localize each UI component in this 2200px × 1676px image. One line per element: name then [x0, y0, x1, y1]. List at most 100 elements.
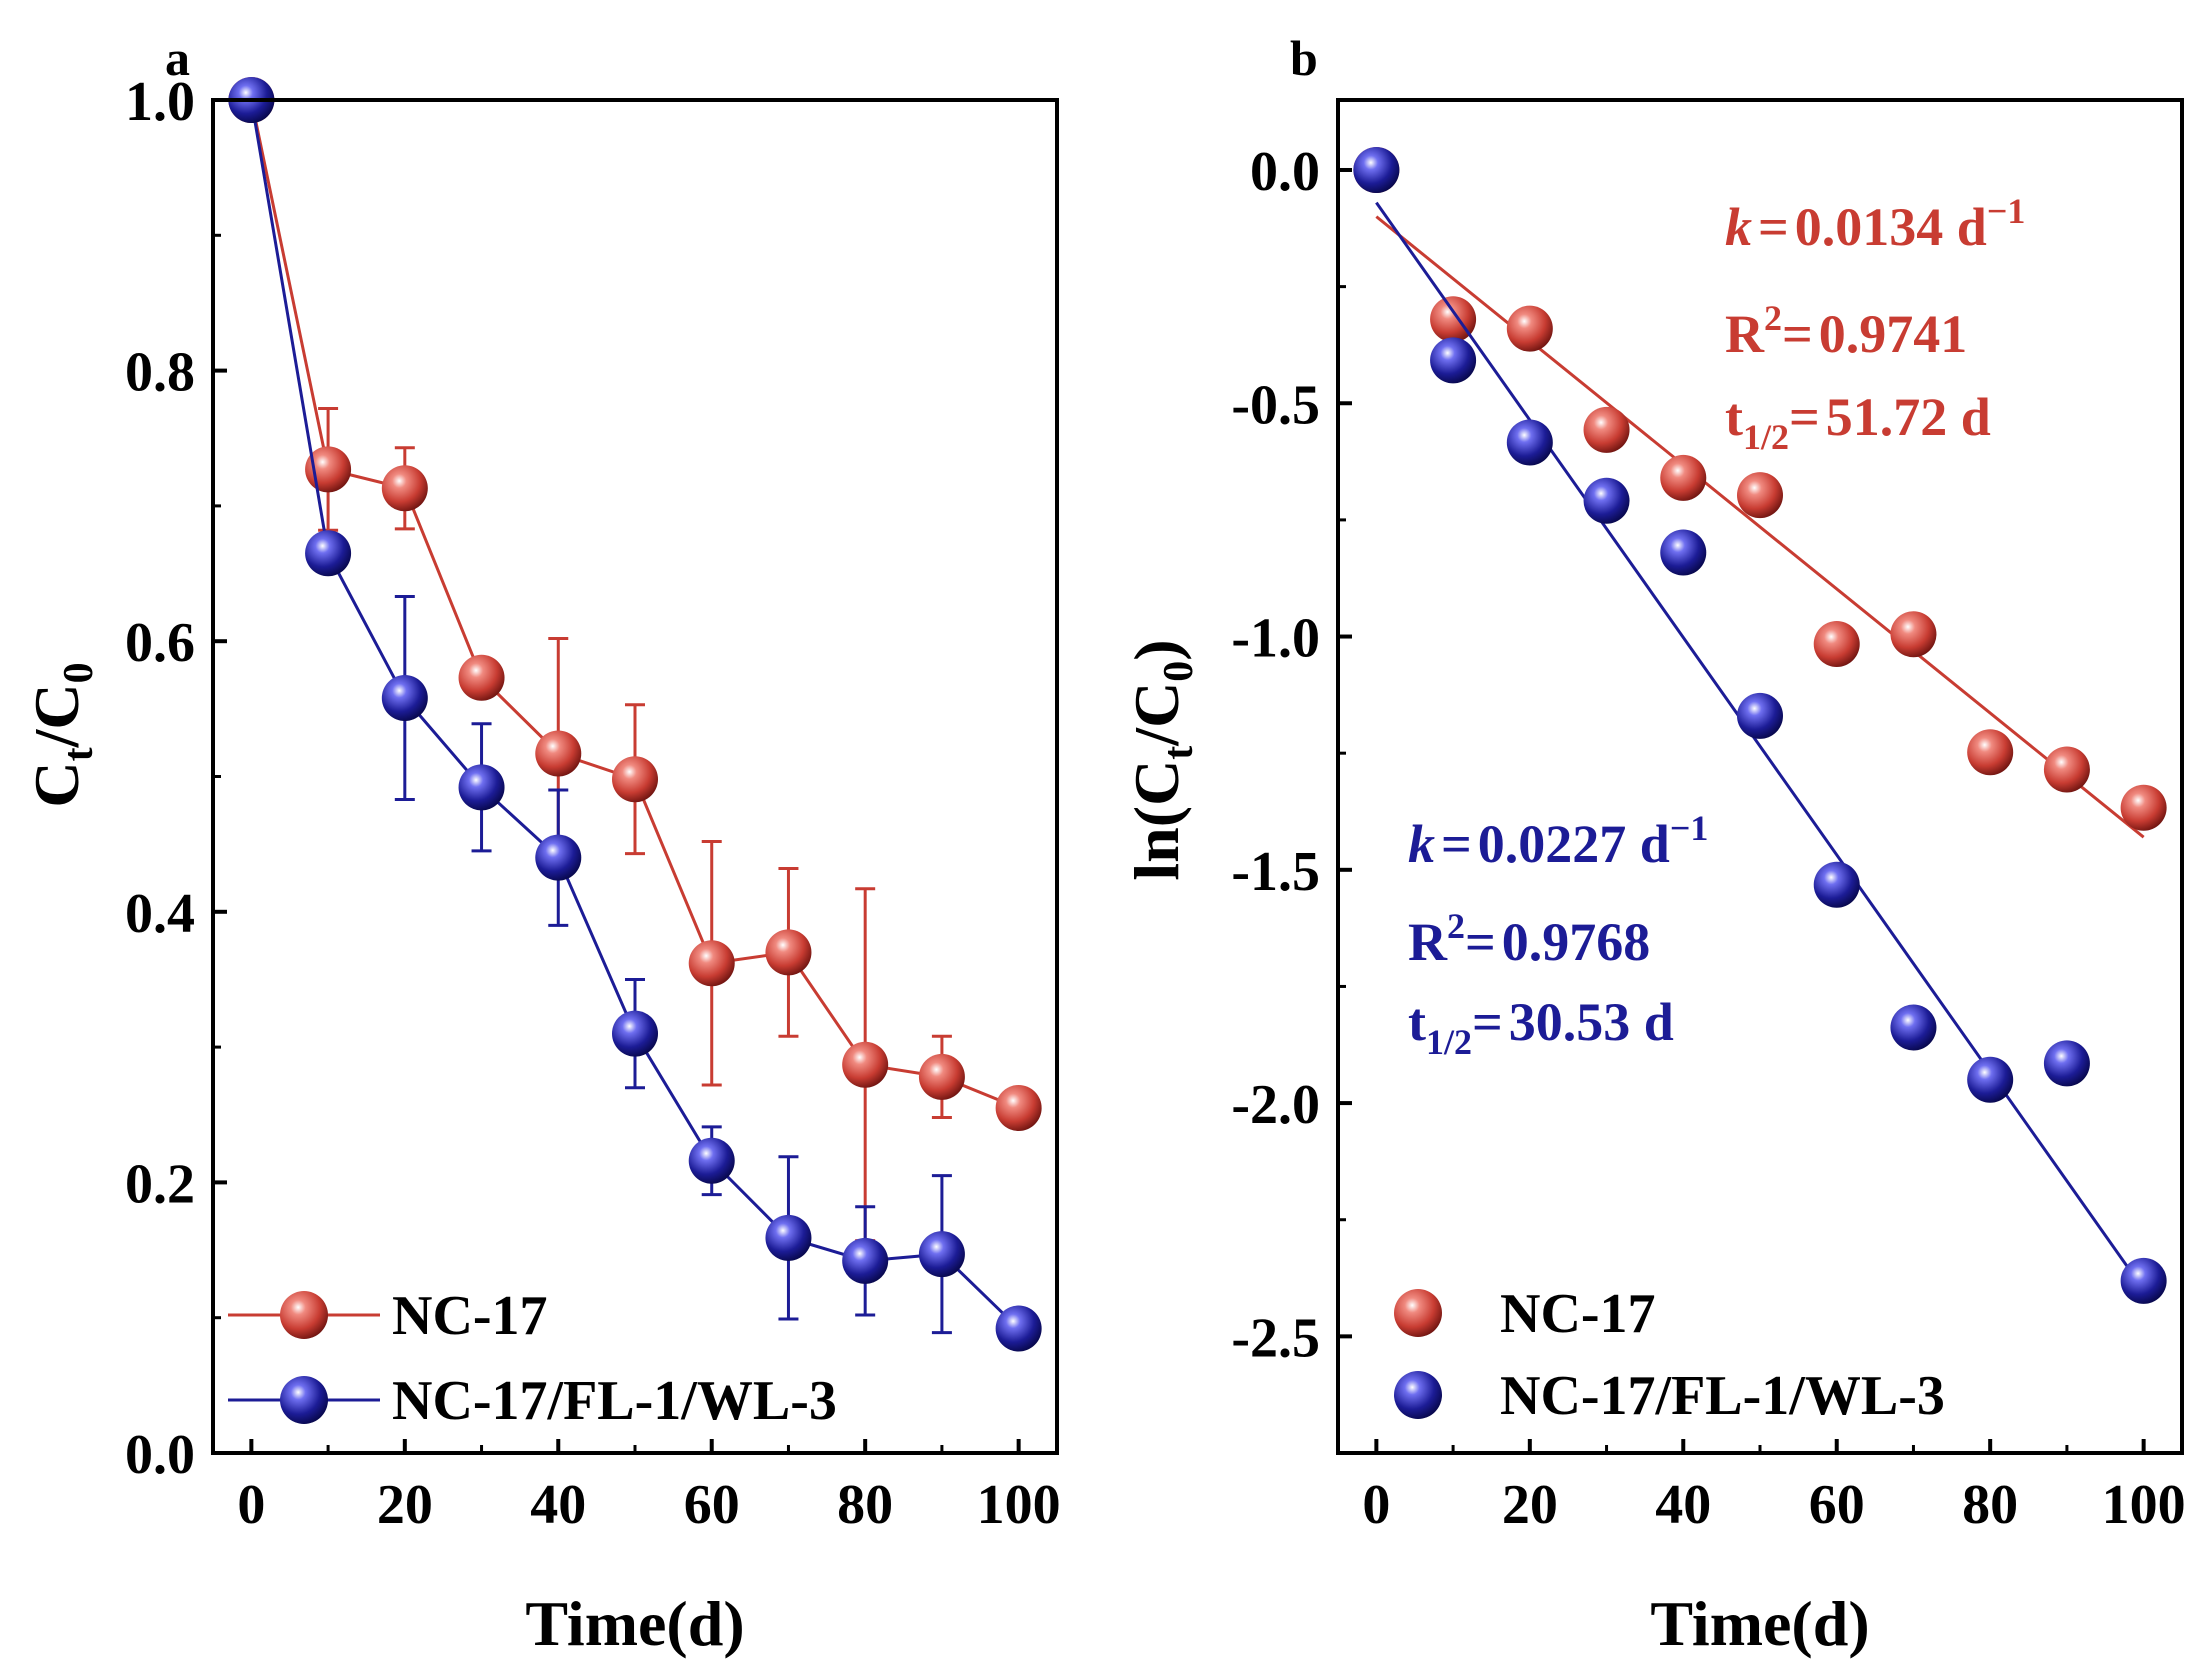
- panel-a-ytick-labels: 0.0 0.2 0.4 0.6 0.8 1.0: [125, 71, 195, 1486]
- fit-line: [1375, 215, 2145, 839]
- panel-a-xtick-labels: 0 20 40 60 80 100: [237, 1474, 1060, 1536]
- ylabel-a-c: C: [21, 761, 92, 807]
- legend-a-label-blend: NC-17/FL-1/WL-3: [392, 1370, 837, 1432]
- xtick-label: 40: [530, 1474, 586, 1536]
- data-point: [1430, 296, 1477, 343]
- data-point: [458, 764, 505, 811]
- series-blend: [228, 77, 1042, 1352]
- ytick-label: 0.4: [125, 883, 195, 945]
- legend-b-label-nc17: NC-17: [1500, 1283, 1656, 1345]
- data-point: [1890, 611, 1937, 658]
- data-point: [1737, 472, 1783, 519]
- series-blend: [1353, 146, 2167, 1304]
- data-point: [2043, 746, 2090, 793]
- data-point: [535, 834, 582, 881]
- data-point: [1890, 1004, 1937, 1051]
- data-point: [458, 654, 505, 701]
- panel-b-ytick-labels: 0.0 -0.5 -1.0 -1.5 -2.0 -2.5: [1231, 141, 1320, 1369]
- ytick-label: 0.6: [125, 612, 195, 674]
- panel-b-xtick-labels: 0 20 40 60 80 100: [1362, 1474, 2185, 1536]
- ylabel-b-post: ): [1121, 639, 1192, 660]
- xtick-label: 0: [1362, 1474, 1390, 1536]
- svg-text:ln(Ct/C0): ln(Ct/C0): [1121, 639, 1202, 880]
- xtick-label: 20: [377, 1474, 433, 1536]
- data-point: [2120, 1257, 2167, 1304]
- annotation-nc17: k = 0.0134 d−1 R2= 0.9741 t1/2= 51.72 d: [1725, 191, 2025, 457]
- legend-a-label-nc17: NC-17: [392, 1285, 548, 1347]
- xtick-label: 0: [237, 1474, 265, 1536]
- xtick-label: 60: [684, 1474, 740, 1536]
- ylabel-a-sub2: 0: [56, 662, 102, 683]
- series-line: [249, 99, 1020, 1110]
- panel-b-ylabel: ln(Ct/C0): [1121, 639, 1202, 880]
- data-point: [2043, 1040, 2090, 1087]
- data-point: [688, 940, 735, 987]
- panel-b-frame: [1336, 98, 2184, 1455]
- annot-nc17-thalf: t1/2= 51.72 d: [1725, 387, 1991, 457]
- data-point: [2120, 784, 2167, 831]
- data-point: [1583, 406, 1630, 453]
- data-point: [535, 730, 582, 777]
- xtick-label: 80: [837, 1474, 893, 1536]
- data-point: [842, 1041, 889, 1088]
- data-point: [1813, 861, 1860, 908]
- xtick-label: 80: [1962, 1474, 2018, 1536]
- data-point: [1660, 529, 1707, 576]
- data-point: [612, 756, 658, 803]
- panel-a-series: [228, 77, 1042, 1352]
- data-point: [1660, 454, 1707, 501]
- panel-b-label: b: [1290, 30, 1318, 86]
- data-point: [1430, 337, 1477, 384]
- panel-b-legend: NC-17 NC-17/FL-1/WL-3: [1394, 1283, 1945, 1427]
- data-point: [1967, 729, 2014, 776]
- xtick-label: 100: [977, 1474, 1061, 1536]
- data-point: [918, 1231, 965, 1278]
- panel-b: b 0 20 40 60 80 100 0.0 -0.5 -1.0 -1.5 -2.0 -2.5 T…: [1121, 30, 2186, 1659]
- panel-a-xlabel: Time(d): [525, 1588, 744, 1659]
- data-point: [765, 929, 812, 976]
- annot-blend-thalf: t1/2= 30.53 d: [1408, 992, 1674, 1062]
- panel-b-series: [1353, 146, 2167, 1304]
- annot-nc17-r2: R2= 0.9741: [1725, 298, 1967, 364]
- ytick-label: -0.5: [1231, 374, 1320, 436]
- data-point: [612, 1010, 658, 1057]
- annot-blend-k: k = 0.0227 d−1: [1408, 808, 1708, 874]
- ylabel-b-mid: /C: [1121, 682, 1192, 747]
- data-point: [1506, 305, 1553, 352]
- data-point: [995, 1305, 1042, 1352]
- data-point: [1353, 146, 1400, 193]
- xtick-label: 20: [1502, 1474, 1558, 1536]
- ylabel-b-sub2: 0: [1156, 661, 1202, 682]
- xtick-label: 60: [1809, 1474, 1865, 1536]
- data-point: [765, 1214, 812, 1261]
- ytick-label: 0.0: [125, 1424, 195, 1486]
- legend-b-marker-blend: [1394, 1371, 1442, 1419]
- data-point: [1506, 419, 1553, 466]
- data-point: [381, 675, 428, 722]
- ylabel-a-sub1: t: [56, 747, 102, 761]
- ylabel-b-pre: ln(C: [1121, 760, 1192, 881]
- data-point: [995, 1084, 1042, 1131]
- panel-a-ylabel: Ct/C0: [21, 662, 102, 807]
- data-point: [842, 1237, 889, 1284]
- svg-text:Ct/C0: Ct/C0: [21, 662, 102, 807]
- ytick-label: -2.0: [1231, 1074, 1320, 1136]
- ytick-label: 1.0: [125, 71, 195, 133]
- data-point: [1583, 477, 1630, 524]
- annotation-blend: k = 0.0227 d−1 R2= 0.9768 t1/2= 30.53 d: [1408, 808, 1708, 1062]
- data-point: [918, 1053, 965, 1100]
- annot-nc17-k: k = 0.0134 d−1: [1725, 191, 2025, 257]
- ytick-label: -2.5: [1231, 1307, 1320, 1369]
- ytick-label: 0.2: [125, 1153, 195, 1215]
- legend-a-marker-nc17: [280, 1291, 328, 1339]
- panel-a-legend: NC-17 NC-17/FL-1/WL-3: [228, 1285, 837, 1432]
- legend-b-marker-nc17: [1394, 1289, 1442, 1337]
- data-point: [1737, 692, 1783, 739]
- ytick-label: 0.8: [125, 342, 195, 404]
- legend-b-label-blend: NC-17/FL-1/WL-3: [1500, 1365, 1945, 1427]
- data-point: [305, 530, 352, 577]
- ytick-label: -1.0: [1231, 608, 1320, 670]
- ytick-label: -1.5: [1231, 841, 1320, 903]
- data-point: [1813, 620, 1860, 667]
